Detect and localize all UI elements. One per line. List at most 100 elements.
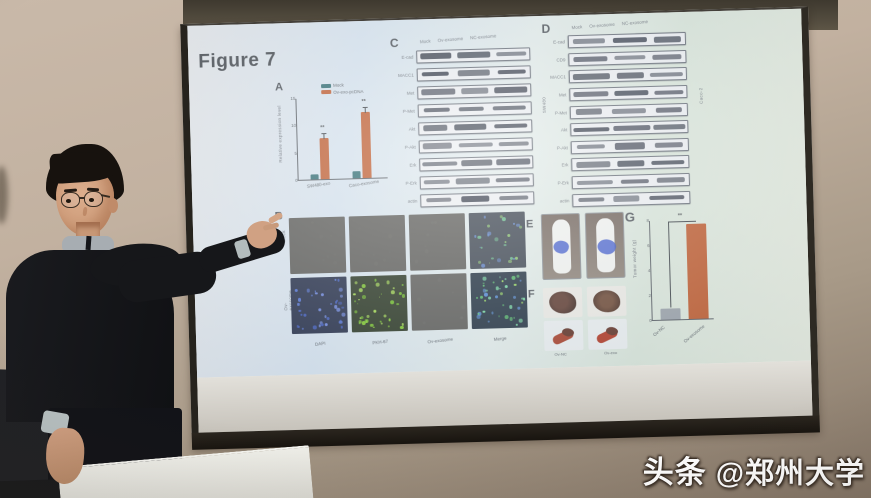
cell-speckle bbox=[320, 292, 325, 297]
blot-box bbox=[568, 67, 688, 84]
panel-e-label: E bbox=[525, 218, 534, 231]
lane-label: NC-exosome bbox=[469, 33, 497, 41]
projected-slide: Figure 7 A Mock Ov-exo-pcDNA Relative exp… bbox=[187, 8, 811, 378]
protein-band bbox=[498, 69, 526, 75]
cell-speckle bbox=[295, 264, 298, 267]
protein-band bbox=[576, 161, 611, 169]
protein-band bbox=[573, 127, 610, 132]
tumor-photo bbox=[542, 286, 583, 319]
error-bar-cap bbox=[362, 107, 368, 109]
blot-box bbox=[568, 49, 687, 67]
cell-speckle bbox=[383, 314, 387, 318]
cell-speckle bbox=[373, 309, 377, 314]
cell-speckle bbox=[474, 235, 477, 238]
cell-speckle bbox=[294, 288, 299, 292]
blot-box bbox=[571, 172, 690, 190]
cell-speckle bbox=[437, 277, 442, 282]
organ-photo bbox=[543, 319, 584, 352]
blot-row-label: P-Met bbox=[554, 109, 567, 116]
cell-speckle bbox=[310, 294, 313, 297]
bar-1 bbox=[686, 223, 709, 319]
blot-lane-header: Mock Ov-exosome NC-exosome bbox=[571, 19, 648, 30]
cell-speckle bbox=[326, 316, 330, 321]
cell-speckle bbox=[338, 301, 342, 306]
protein-band bbox=[425, 197, 452, 203]
cell-speckle bbox=[487, 320, 490, 323]
panel-a-y-axis-label: Relative expression level bbox=[276, 105, 284, 163]
protein-band bbox=[457, 69, 490, 77]
cell-speckle bbox=[422, 321, 426, 325]
organ-photo bbox=[587, 318, 628, 350]
cell-speckle bbox=[480, 295, 484, 299]
blot-row-label: P-Erk bbox=[557, 180, 569, 186]
cell-speckle bbox=[447, 263, 451, 267]
cell-speckle bbox=[361, 321, 366, 325]
cell-speckle bbox=[488, 262, 491, 264]
cell-speckle bbox=[310, 221, 314, 224]
cell-speckle bbox=[518, 225, 522, 229]
cell-speckle bbox=[356, 302, 359, 305]
cell-speckle bbox=[386, 280, 390, 285]
cell-speckle bbox=[298, 309, 302, 313]
cell-speckle bbox=[374, 261, 378, 266]
cell-speckle bbox=[491, 311, 494, 315]
cell-speckle bbox=[318, 307, 322, 311]
micro-image-green bbox=[350, 274, 408, 333]
cell-speckle bbox=[504, 315, 509, 320]
panel-g-plot: 0 2 4 6 8 Ov-NC Ov-exosome ** bbox=[646, 213, 714, 344]
protein-band bbox=[458, 106, 484, 112]
blot-row-label: Erk bbox=[409, 162, 417, 168]
cell-speckle bbox=[399, 325, 404, 330]
cell-speckle bbox=[494, 237, 499, 242]
micro-image-dim bbox=[348, 214, 407, 273]
panel-c-western-blot: C SW480 Mock Ov-exosome NC-exosome E-cad MAC… bbox=[390, 28, 547, 214]
cell-speckle bbox=[330, 234, 333, 237]
significance-marker: ** bbox=[677, 213, 683, 220]
protein-band bbox=[615, 142, 645, 150]
blot-lane-header: Mock Ov-exosome NC-exosome bbox=[420, 33, 497, 44]
cell-speckle bbox=[340, 326, 343, 329]
protein-band bbox=[461, 159, 493, 167]
comparison-bracket bbox=[667, 220, 696, 223]
micro-image-dim bbox=[410, 273, 468, 331]
cell-speckle bbox=[358, 298, 361, 301]
cell-speckle bbox=[339, 287, 344, 292]
cell-speckle bbox=[508, 259, 512, 264]
cell-speckle bbox=[492, 281, 495, 284]
cell-speckle bbox=[477, 235, 482, 240]
cell-speckle bbox=[361, 253, 363, 255]
bar-mock bbox=[310, 173, 319, 180]
panel-a-legend: Mock Ov-exo-pcDNA bbox=[320, 82, 364, 96]
y-tick-label: 4 bbox=[647, 268, 651, 274]
cell-speckle bbox=[330, 302, 333, 306]
cell-speckle bbox=[315, 292, 318, 295]
tumor-photo bbox=[586, 285, 627, 317]
cell-speckle bbox=[514, 283, 517, 287]
cell-speckle bbox=[378, 296, 381, 299]
blot-row-label: Met bbox=[406, 90, 415, 96]
panel-a-label: A bbox=[274, 81, 284, 94]
panel-d-cell-line-label: Caco-2 bbox=[698, 87, 704, 105]
cell-speckle bbox=[297, 298, 302, 302]
y-tick-label: 0 bbox=[295, 177, 298, 183]
protein-band bbox=[495, 177, 530, 183]
cell-speckle bbox=[504, 285, 509, 289]
protein-band bbox=[458, 142, 493, 148]
cell-speckle bbox=[341, 312, 346, 317]
cell-speckle bbox=[481, 246, 484, 249]
cell-speckle bbox=[504, 240, 507, 243]
cell-speckle bbox=[353, 299, 356, 302]
significance-marker: ** bbox=[320, 125, 325, 132]
blot-row-label: E-cad bbox=[401, 54, 414, 60]
lane-label: Ov-exosome bbox=[589, 21, 615, 29]
protein-band bbox=[498, 141, 529, 147]
protein-band bbox=[460, 87, 489, 95]
protein-band bbox=[455, 177, 491, 185]
panel-g-bar-chart: G Tumor weight (g) 0 2 4 6 8 Ov-NC Ov-exosome *… bbox=[625, 207, 725, 344]
cell-speckle bbox=[430, 221, 434, 225]
micro-image-dim bbox=[288, 216, 347, 275]
micro-column-label: DAPI bbox=[314, 340, 326, 347]
cell-speckle bbox=[337, 279, 341, 282]
blot-row-label: E-cad bbox=[553, 39, 566, 45]
